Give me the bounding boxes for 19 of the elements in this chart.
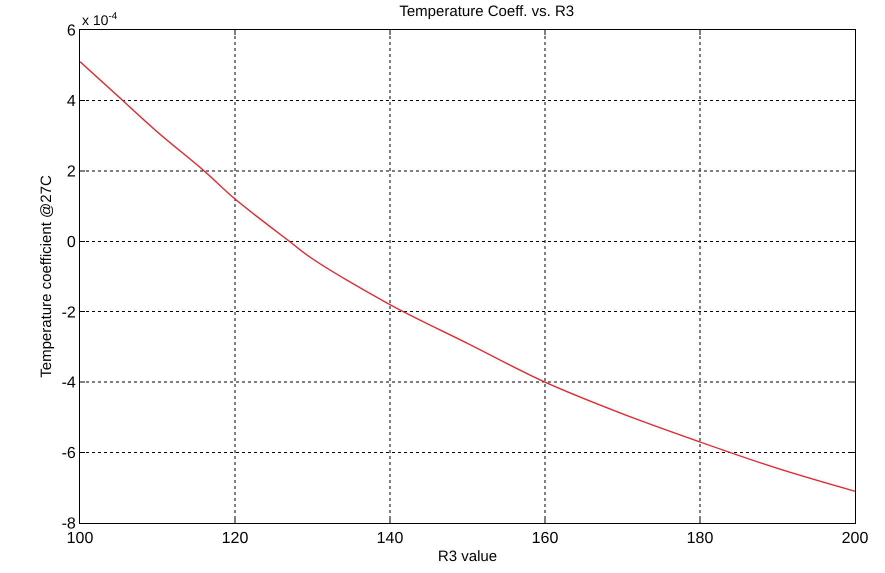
y-axis-title: Temperature coefficient @27C [38,175,55,378]
y-tick-label: 0 [66,234,76,251]
y-tick-label: 6 [66,22,76,40]
chart-title: Temperature Coeff. vs. R3 [399,3,574,20]
x-tick-label: 200 [842,530,868,548]
x-tick-label: 100 [66,530,94,548]
y-tick-label: 4 [66,93,76,110]
line-series [80,61,855,492]
y-tick-label: -2 [62,304,76,322]
x-tick-label: 180 [686,530,714,548]
x-tick-label: 140 [376,530,404,548]
y-tick-label: 2 [66,163,76,180]
x-tick-label: 120 [222,530,248,548]
x-tick-label: 160 [532,530,558,548]
text: x 10$^{-4}$ [82,11,118,28]
y-tick-label: -8 [62,516,76,533]
y-tick-label: -4 [62,374,76,392]
x-axis-title: R3 value [438,548,498,566]
y-tick-label: -6 [62,445,76,462]
